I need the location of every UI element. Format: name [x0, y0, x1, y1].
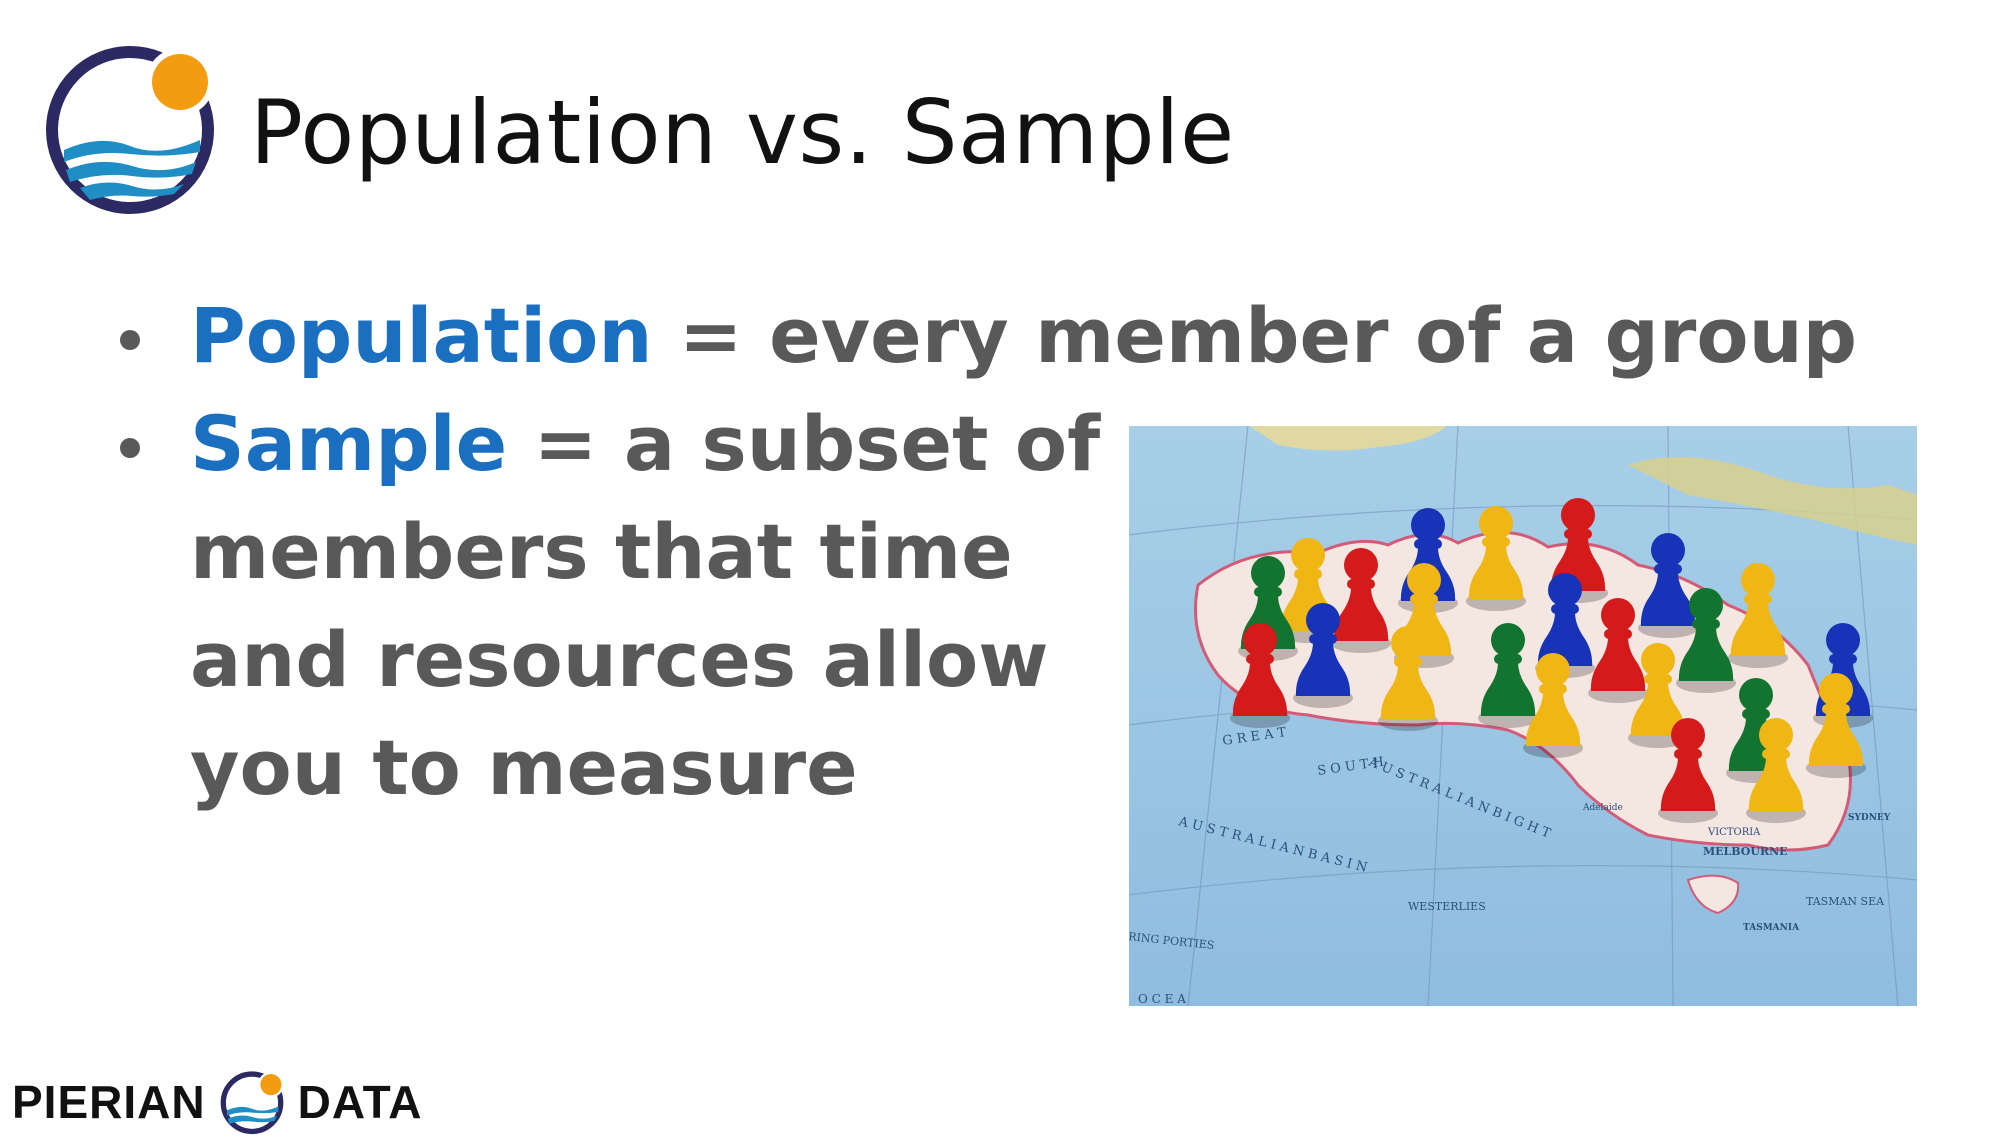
definition-sample-line-4: you to measure [190, 723, 858, 812]
definition-sample-line-2: members that time [190, 507, 1013, 596]
definition-population: = every member of a group [652, 291, 1858, 380]
map-label: WESTERLIES [1408, 900, 1486, 913]
definition-sample: = a subset of [507, 399, 1101, 488]
map-label: TASMAN SEA [1806, 895, 1885, 908]
map-label: Adelaide [1582, 803, 1623, 813]
map-label: MELBOURNE [1703, 845, 1788, 858]
pierian-logo-small-icon [220, 1071, 284, 1135]
brand-right-text: DATA [297, 1076, 423, 1128]
australia-map-pawns-photo: G R E A T S O U T H A U S T R A L I A N … [1128, 425, 1918, 1007]
slide-title: Population vs. Sample [250, 81, 1235, 184]
term-population: Population [190, 291, 653, 380]
new-guinea-land [1628, 457, 1918, 545]
definition-sample-line-3: and resources allow [190, 615, 1049, 704]
bullet-line: Population = every member of a group [190, 282, 1857, 390]
tasmania-land [1686, 874, 1740, 915]
bullet-dot-icon [120, 438, 140, 458]
pierian-logo-icon [46, 46, 214, 214]
bullet-list: Population = every member of a group Sam… [110, 282, 1857, 822]
bullet-line: Sample = a subset of [190, 390, 1150, 498]
bullet-sample: Sample = a subset of members that time a… [110, 390, 1150, 822]
map-label: O C E A [1138, 992, 1186, 1006]
map-illustration: G R E A T S O U T H A U S T R A L I A N … [1128, 425, 1918, 1007]
brand-left-text: PIERIAN [12, 1076, 206, 1128]
bullet-dot-icon [120, 330, 140, 350]
footer-brand: PIERIAN DATA [12, 1062, 423, 1142]
northern-land [1248, 425, 1448, 451]
term-sample: Sample [190, 399, 508, 488]
map-label: TASMANIA [1743, 923, 1800, 933]
map-label: VICTORIA [1707, 827, 1761, 838]
map-label: SYDNEY [1848, 813, 1891, 823]
bullet-population: Population = every member of a group [110, 282, 1857, 390]
map-grid [1128, 425, 1918, 1007]
